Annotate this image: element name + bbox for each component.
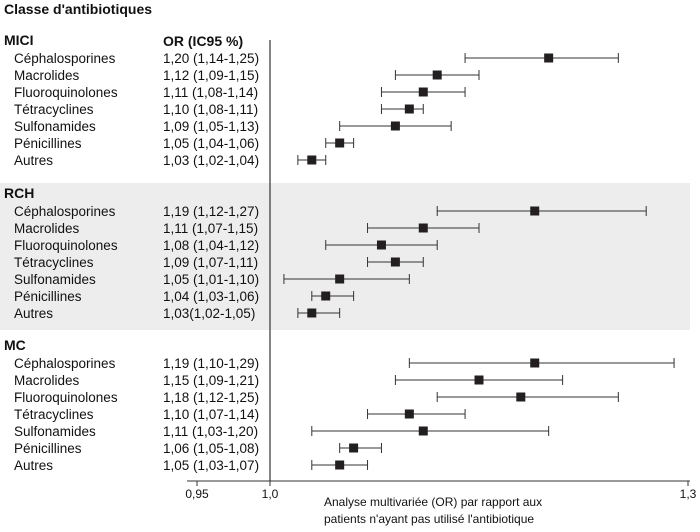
or-marker — [530, 206, 540, 216]
or-marker — [418, 87, 428, 97]
x-tick-label: 1,0 — [262, 487, 279, 501]
or-marker — [335, 460, 345, 470]
row-label: Autres — [14, 153, 53, 168]
or-value: 1,06 (1,05-1,08) — [163, 441, 259, 456]
row-label: Sulfonamides — [14, 272, 96, 287]
or-value: 1,18 (1,12-1,25) — [163, 390, 259, 405]
row-label: Céphalosporines — [14, 356, 116, 371]
row-label: Macrolides — [14, 221, 80, 236]
or-value: 1,15 (1,09-1,21) — [163, 373, 259, 388]
or-marker — [349, 443, 359, 453]
or-value: 1,05 (1,01-1,10) — [163, 272, 259, 287]
or-column-header: OR (IC95 %) — [163, 33, 243, 49]
chart-title: Classe d'antibiotiques — [4, 1, 152, 17]
x-axis-caption: Analyse multivariée (OR) par rapport aux — [324, 495, 542, 509]
or-value: 1,04 (1,03-1,06) — [163, 289, 259, 304]
row-label: Pénicillines — [14, 289, 82, 304]
x-tick-label: 0,95 — [185, 487, 209, 501]
group-label: MC — [4, 337, 26, 353]
plot-area: MICI Céphalosporines 1,20 (1,14-1,25) Macro… — [4, 32, 697, 526]
or-marker — [418, 223, 428, 233]
row-label: Pénicillines — [14, 441, 82, 456]
row-label: Autres — [14, 306, 53, 321]
or-marker — [321, 291, 331, 301]
row-label: Fluoroquinolones — [14, 390, 118, 405]
or-marker — [404, 409, 414, 419]
row-label: Fluoroquinolones — [14, 238, 118, 253]
or-value: 1,08 (1,04-1,12) — [163, 238, 259, 253]
or-value: 1,20 (1,14-1,25) — [163, 51, 259, 66]
or-value: 1,05 (1,03-1,07) — [163, 458, 259, 473]
row-label: Sulfonamides — [14, 424, 96, 439]
or-value: 1,11 (1,08-1,14) — [163, 85, 258, 100]
group-label: RCH — [4, 185, 34, 201]
or-marker — [474, 375, 484, 385]
or-marker — [335, 138, 345, 148]
row-label: Céphalosporines — [14, 51, 116, 66]
or-marker — [335, 274, 345, 284]
x-axis-caption: patients n'ayant pas utilisé l'antibioti… — [324, 512, 534, 526]
or-value: 1,09 (1,07-1,11) — [163, 255, 258, 270]
or-marker — [390, 257, 400, 267]
or-value: 1,11 (1,07-1,15) — [163, 221, 258, 236]
x-tick-label: 1,3 — [680, 487, 697, 501]
row-label: Céphalosporines — [14, 204, 116, 219]
or-marker — [418, 426, 428, 436]
group-label: MICI — [4, 32, 34, 48]
row-label: Sulfonamides — [14, 119, 96, 134]
or-marker — [516, 392, 526, 402]
or-value: 1,05 (1,04-1,06) — [163, 136, 259, 151]
row-label: Autres — [14, 458, 53, 473]
or-value: 1,19 (1,10-1,29) — [163, 356, 259, 371]
or-marker — [390, 121, 400, 131]
row-label: Fluoroquinolones — [14, 85, 118, 100]
or-value: 1,03(1,02-1,05) — [163, 306, 255, 321]
or-marker — [404, 104, 414, 114]
or-value: 1,11 (1,03-1,20) — [163, 424, 258, 439]
shaded-band — [0, 183, 690, 330]
or-value: 1,12 (1,09-1,15) — [163, 68, 259, 83]
row-label: Tétracyclines — [14, 407, 94, 422]
row-label: Pénicillines — [14, 136, 82, 151]
or-marker — [307, 308, 317, 318]
or-marker — [432, 70, 442, 80]
row-label: Macrolides — [14, 68, 80, 83]
or-value: 1,10 (1,07-1,14) — [163, 407, 259, 422]
row-label: Macrolides — [14, 373, 80, 388]
or-marker — [530, 358, 540, 368]
or-value: 1,10 (1,08-1,11) — [163, 102, 258, 117]
or-marker — [376, 240, 386, 250]
or-value: 1,19 (1,12-1,27) — [163, 204, 259, 219]
or-value: 1,09 (1,05-1,13) — [163, 119, 259, 134]
row-label: Tétracyclines — [14, 102, 94, 117]
or-marker — [307, 155, 317, 165]
or-marker — [544, 53, 554, 63]
or-value: 1,03 (1,02-1,04) — [163, 153, 259, 168]
row-label: Tétracyclines — [14, 255, 94, 270]
